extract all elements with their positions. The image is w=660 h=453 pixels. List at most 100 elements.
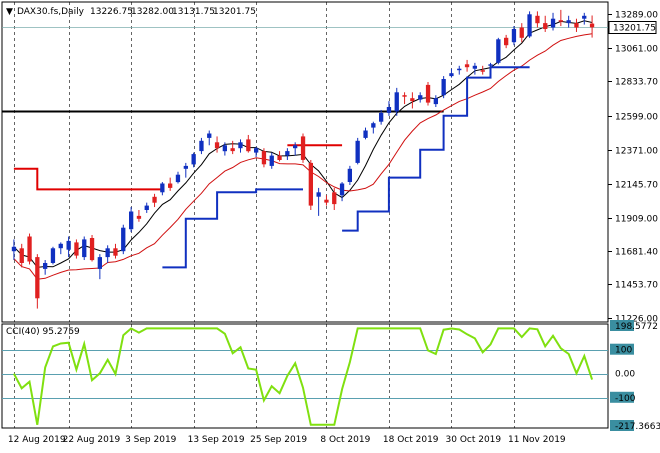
candle-body	[449, 73, 454, 77]
chart-symbol: DAX30.fs,Daily	[17, 7, 85, 17]
candle-body	[566, 20, 571, 24]
cci-axis-badge	[610, 420, 634, 431]
candle-body	[418, 95, 423, 100]
date-axis-label: 12 Aug 2019	[8, 435, 66, 445]
cci-panel-frame	[1, 323, 609, 429]
date-axis-label: 30 Oct 2019	[446, 435, 502, 445]
date-axis-label: 11 Nov 2019	[508, 435, 566, 445]
candle-body	[347, 168, 352, 182]
last-price-label: 13201.75	[613, 24, 656, 34]
candle-body	[293, 145, 298, 149]
lower-band-step-line	[162, 188, 303, 269]
candle-body	[457, 68, 462, 71]
candle-body	[175, 174, 181, 183]
candle-body	[496, 39, 501, 63]
date-axis-label: 3 Sep 2019	[125, 435, 177, 445]
candle-body	[207, 133, 212, 138]
candle-body	[222, 145, 227, 152]
candle-body	[371, 123, 376, 128]
candle-body	[574, 23, 579, 28]
candle-body	[379, 112, 384, 122]
candle-body	[113, 248, 118, 256]
candle-body	[582, 15, 587, 19]
candle-body	[511, 29, 517, 43]
cci-axis-badge	[610, 320, 634, 331]
candle-body	[543, 23, 548, 29]
candle-body	[550, 18, 556, 28]
cci-axis-label: -217.3663	[615, 422, 660, 432]
candle-body	[254, 148, 259, 153]
candle-body	[472, 65, 477, 69]
candle-body	[19, 248, 24, 263]
candle-body	[11, 246, 17, 252]
cci-axis-label: 198.5772	[615, 322, 658, 332]
last-price-badge	[608, 21, 657, 34]
ohlc-close: 13201.75	[213, 7, 256, 17]
price-tick-label: 12371.00	[615, 147, 658, 157]
cci-line	[13, 327, 594, 426]
candle-body	[144, 205, 149, 210]
candle-body	[269, 155, 274, 166]
ohlc-low: 13131.75	[172, 7, 215, 17]
candle-body	[58, 243, 63, 249]
date-axis-label: 13 Sep 2019	[188, 435, 245, 445]
date-axis-label: 18 Oct 2019	[383, 435, 439, 445]
candle-body	[589, 23, 595, 28]
cci-axis-label: -100	[615, 394, 636, 404]
candle-body	[363, 130, 368, 138]
price-tick-label: 12145.70	[615, 181, 658, 191]
candle-body	[97, 257, 102, 269]
candle-body	[464, 64, 470, 68]
candle-body	[246, 139, 251, 152]
chart-title-arrow-icon[interactable]: ▼	[6, 7, 13, 17]
candle-body	[199, 140, 204, 152]
candle-body	[504, 37, 509, 46]
candle-body	[238, 142, 243, 149]
candle-body	[35, 257, 40, 299]
price-tick-label: 13289.00	[615, 11, 658, 21]
candle-body	[89, 238, 95, 261]
ohlc-open: 13226.75	[90, 7, 133, 17]
price-tick-label: 12599.00	[615, 113, 658, 123]
price-tick-label: 12833.70	[615, 78, 658, 88]
candle-body	[425, 84, 431, 103]
candle-body	[136, 215, 142, 219]
candle-body	[230, 148, 235, 152]
candle-body	[82, 239, 87, 258]
date-axis-label: 8 Oct 2019	[320, 435, 370, 445]
candle-body	[214, 142, 220, 149]
candle-body	[316, 192, 321, 197]
candle-body	[105, 248, 110, 258]
candle-body	[386, 107, 392, 113]
cci-axis-badge	[610, 343, 634, 355]
ohlc-high: 13282.00	[131, 7, 174, 17]
candle-body	[402, 95, 407, 97]
cci-axis-label: 0.00	[615, 370, 635, 380]
date-axis-label: 22 Aug 2019	[63, 435, 121, 445]
candle-body	[160, 183, 165, 193]
candle-body	[441, 79, 446, 96]
candle-body	[300, 136, 306, 160]
candle-body	[488, 64, 493, 66]
price-tick-label: 11681.40	[615, 248, 658, 258]
price-tick-label: 11453.70	[615, 281, 658, 291]
candle-body	[324, 199, 329, 203]
candle-body	[168, 183, 173, 188]
candle-body	[339, 183, 345, 196]
candle-body	[74, 242, 79, 256]
ma-mid-line	[13, 33, 593, 280]
candle-body	[183, 165, 188, 169]
candle-body	[355, 140, 360, 163]
candle-body	[332, 192, 337, 205]
candle-body	[129, 211, 134, 230]
candle-body	[410, 98, 415, 102]
price-tick-label: 13061.00	[615, 45, 658, 55]
price-panel-frame	[1, 1, 609, 323]
candle-body	[519, 27, 524, 38]
upper-band-step-line	[13, 167, 163, 191]
price-tick-label: 11909.00	[615, 215, 658, 225]
lower-band-step-line-2	[342, 66, 530, 232]
candle-body	[285, 151, 290, 156]
